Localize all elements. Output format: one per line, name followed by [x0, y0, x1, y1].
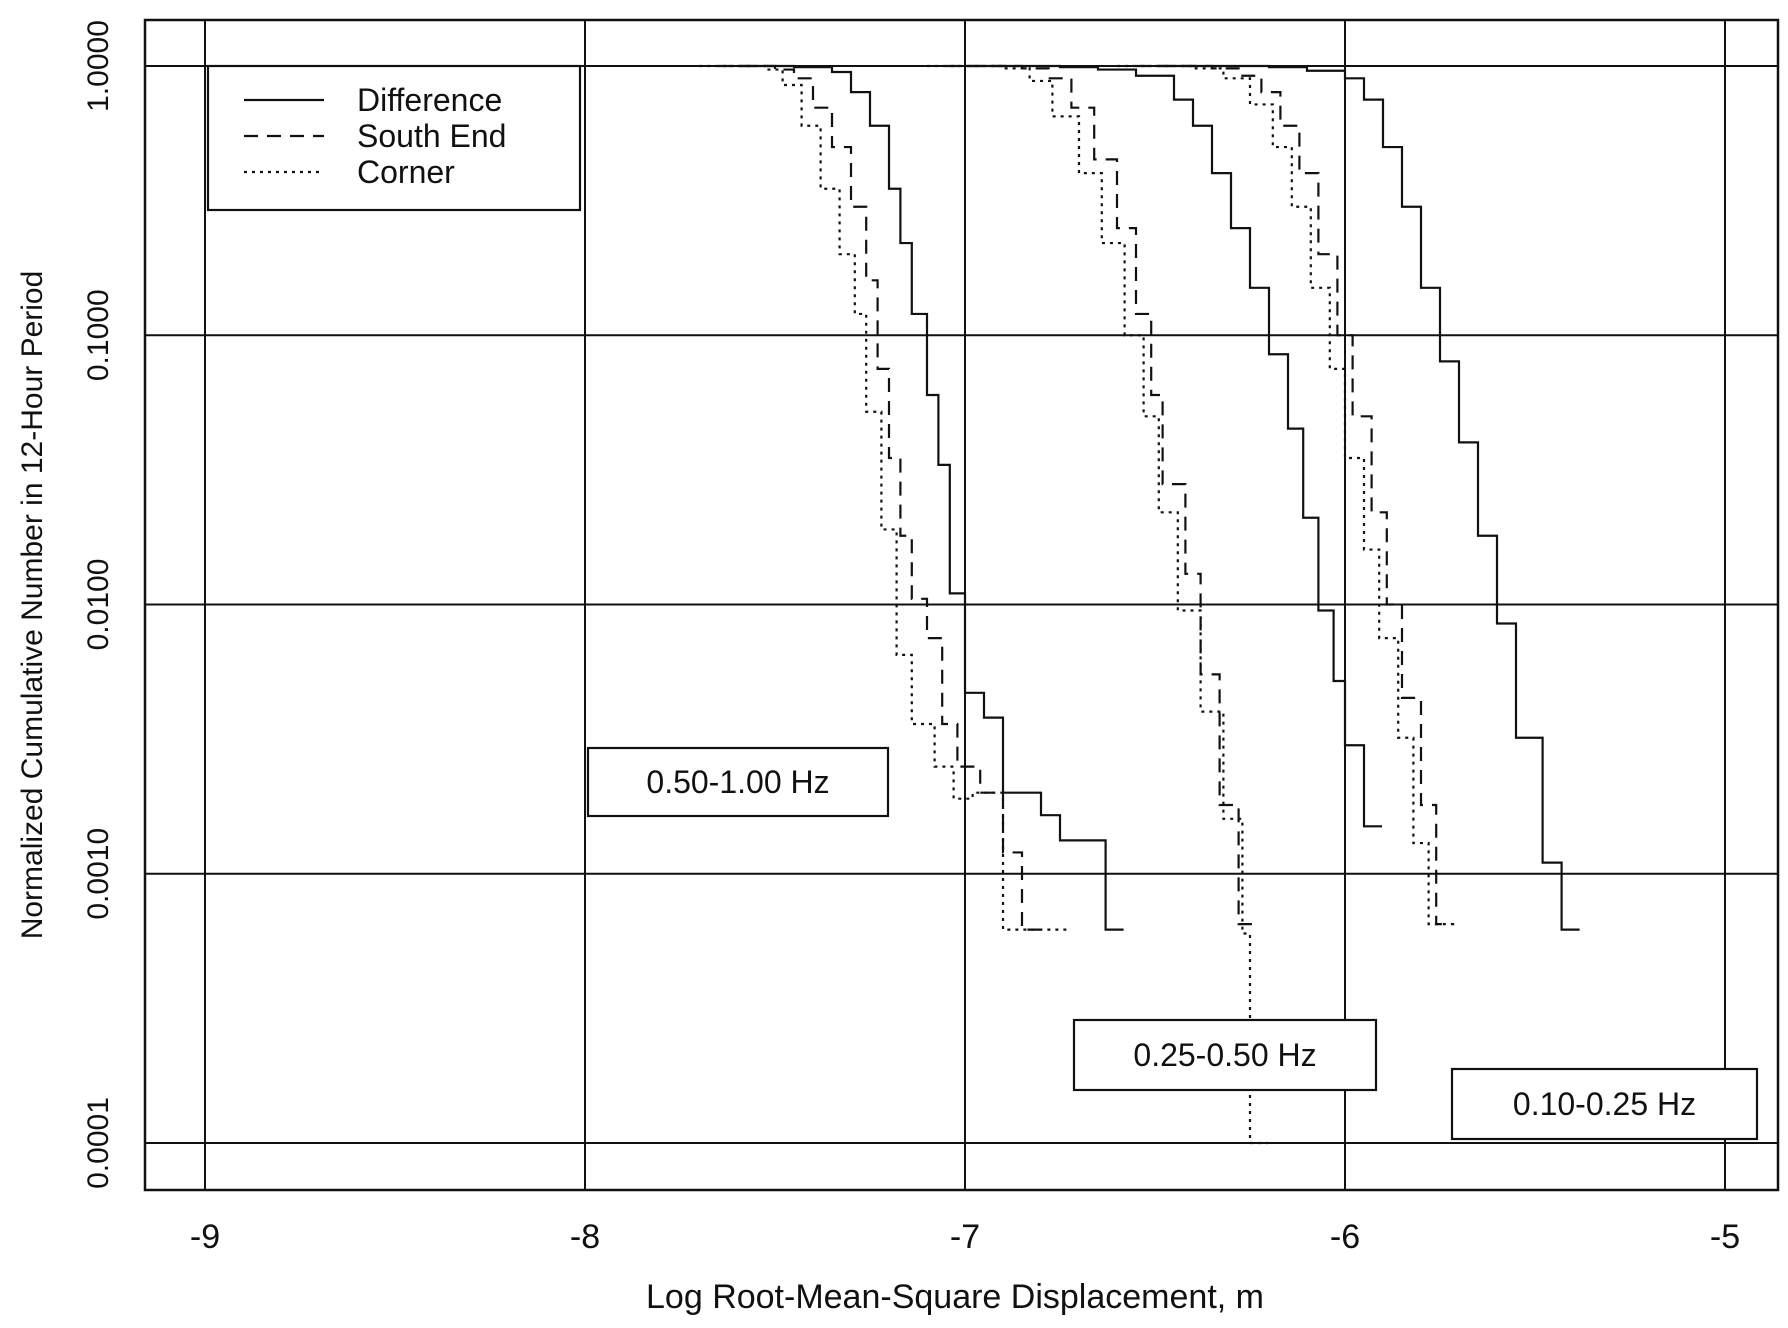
band-annotation-label: 0.50-1.00 Hz	[646, 764, 829, 800]
x-tick-label: -6	[1330, 1218, 1360, 1256]
series-line-corner	[699, 64, 1067, 931]
series-line-difference	[737, 64, 1124, 931]
legend-box	[206, 64, 582, 212]
y-tick-label: 0.0001	[82, 1097, 115, 1189]
legend-entry-label: South End	[357, 118, 506, 154]
series-line-difference	[1155, 64, 1580, 931]
series-line-corner	[927, 64, 1268, 1145]
y-tick-label: 1.0000	[82, 20, 115, 112]
band-annotation-label: 0.10-0.25 Hz	[1513, 1086, 1696, 1122]
y-tick-label: 0.0010	[82, 828, 115, 920]
legend-entry-label: Corner	[357, 154, 455, 190]
y-axis-label: Normalized Cumulative Number in 12-Hour …	[16, 271, 49, 940]
legend-entry-label: Difference	[357, 82, 502, 118]
data-series	[699, 64, 1580, 1145]
x-tick-label: -8	[570, 1218, 600, 1256]
series-line-difference	[965, 64, 1382, 828]
y-tick-label: 0.0100	[82, 559, 115, 651]
band-annotation-box	[1450, 1067, 1759, 1141]
x-tick-label: -9	[190, 1218, 220, 1256]
band-annotation-label: 0.25-0.50 Hz	[1133, 1037, 1316, 1073]
series-line-south-end	[1136, 64, 1455, 926]
band-annotation-box	[1072, 1018, 1378, 1092]
x-tick-label: -5	[1710, 1218, 1740, 1256]
series-line-south-end	[946, 64, 1257, 926]
x-tick-label: -7	[950, 1218, 980, 1256]
tick-labels: -9 -8 -7 -6 -5 0.0001 0.0010 0.0100 0.1000 1.0000	[82, 20, 1740, 1256]
y-tick-label: 0.1000	[82, 289, 115, 381]
band-annotations: 0.50-1.00 Hz 0.25-0.50 Hz 0.10-0.25 Hz	[586, 746, 1759, 1141]
grid-lines	[145, 20, 1778, 1190]
band-annotation-box	[586, 746, 890, 818]
series-line-corner	[1117, 64, 1447, 926]
plot-frame	[143, 18, 1780, 1192]
series-line-south-end	[718, 64, 1040, 931]
x-axis-label: Log Root-Mean-Square Displacement, m	[646, 1278, 1264, 1316]
